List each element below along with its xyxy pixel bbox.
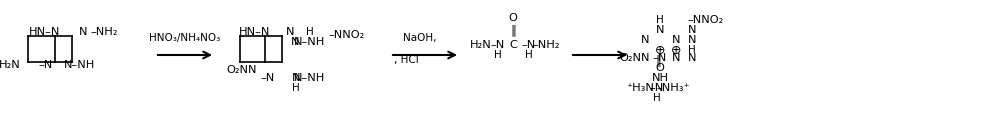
Text: ∥: ∥ xyxy=(510,24,516,36)
Text: N: N xyxy=(656,25,664,35)
Text: –N: –N xyxy=(650,83,664,93)
Text: ⊕: ⊕ xyxy=(655,44,665,57)
Text: N: N xyxy=(286,27,294,37)
Text: H: H xyxy=(656,15,664,25)
Text: –NH₂: –NH₂ xyxy=(532,40,560,50)
Text: –N: –N xyxy=(491,40,505,50)
Text: –NH₂: –NH₂ xyxy=(90,27,118,37)
Text: N: N xyxy=(688,25,696,35)
Text: H: H xyxy=(653,93,661,103)
Text: N: N xyxy=(641,35,649,45)
Text: ⁺H₃N: ⁺H₃N xyxy=(626,83,654,93)
Text: –N: –N xyxy=(653,53,667,63)
Text: C: C xyxy=(509,40,517,50)
Text: HN–N: HN–N xyxy=(239,27,271,37)
Text: H: H xyxy=(292,83,300,93)
Text: H: H xyxy=(688,45,696,55)
Text: N: N xyxy=(688,35,696,45)
Text: HN–N: HN–N xyxy=(29,27,61,37)
Text: –N: –N xyxy=(39,60,53,70)
Text: N: N xyxy=(672,35,680,45)
Text: H: H xyxy=(525,50,533,60)
Text: H₂N: H₂N xyxy=(0,60,21,70)
Text: H: H xyxy=(494,50,502,60)
Text: –N: –N xyxy=(522,40,536,50)
Text: N: N xyxy=(688,53,696,63)
Text: N: N xyxy=(672,53,680,63)
Text: –NNO₂: –NNO₂ xyxy=(688,15,724,25)
Text: HNO₃/NH₄NO₃: HNO₃/NH₄NO₃ xyxy=(149,33,221,43)
Text: N: N xyxy=(79,27,87,37)
Text: –N: –N xyxy=(261,73,275,83)
Text: N: N xyxy=(291,37,299,47)
Text: H₂N: H₂N xyxy=(470,40,492,50)
Text: O: O xyxy=(656,63,664,73)
Text: , HCl: , HCl xyxy=(394,55,418,65)
Text: N: N xyxy=(292,73,300,83)
Text: NaOH,: NaOH, xyxy=(403,33,437,43)
Text: N–NH: N–NH xyxy=(64,60,96,70)
Text: ⊕: ⊕ xyxy=(671,44,681,57)
Text: O: O xyxy=(509,13,517,23)
Text: H: H xyxy=(306,27,314,37)
Text: N–NH: N–NH xyxy=(294,37,326,47)
Text: NH: NH xyxy=(651,73,669,83)
Text: ∥: ∥ xyxy=(655,53,661,66)
Text: –NH₃⁺: –NH₃⁺ xyxy=(656,83,690,93)
Text: O₂NN: O₂NN xyxy=(620,53,650,63)
Text: N–NH: N–NH xyxy=(294,73,326,83)
Text: –NNO₂: –NNO₂ xyxy=(329,30,365,40)
Text: O₂NN: O₂NN xyxy=(227,65,257,75)
